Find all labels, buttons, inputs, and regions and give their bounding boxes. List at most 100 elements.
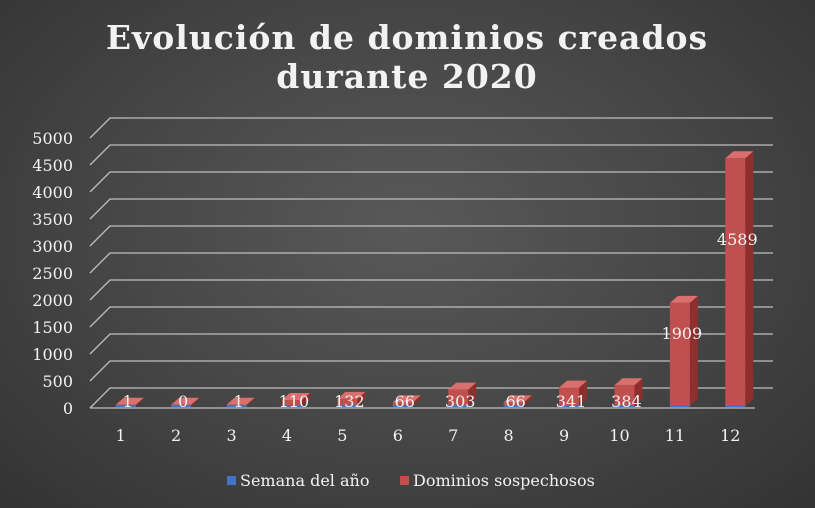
x-tick-label: 12 [720, 426, 740, 445]
bar-7 [448, 382, 477, 406]
bar-top [448, 382, 477, 390]
gridline [89, 252, 773, 274]
bar-front [614, 385, 635, 406]
bar-9 [559, 380, 588, 406]
x-tick-label: 11 [665, 426, 685, 445]
bar-6 [392, 395, 421, 406]
bar-semana-7 [448, 405, 469, 407]
bar-front [503, 402, 524, 406]
bar-top [614, 378, 643, 386]
gridline [89, 117, 773, 139]
bar-top [669, 295, 698, 303]
bar-8 [503, 395, 532, 406]
bar-top [392, 395, 421, 403]
y-tick-label: 500 [42, 372, 73, 391]
bar-semana-2 [171, 405, 192, 407]
bar-12 [725, 151, 754, 406]
legend-swatch-semana [227, 476, 236, 485]
bar-top [725, 151, 754, 159]
bar-top [115, 397, 144, 405]
data-label: 1 [123, 392, 133, 411]
bar-front [392, 402, 413, 406]
bar-side [357, 391, 366, 406]
y-tick-label: 2500 [32, 264, 73, 283]
bar-top [171, 397, 200, 405]
bar-side [301, 393, 310, 406]
bar-semana-9 [559, 405, 580, 407]
x-tick-label: 6 [393, 426, 403, 445]
data-label: 384 [611, 392, 642, 411]
bar-side [634, 378, 643, 406]
gridline [89, 198, 773, 220]
data-labels: 1 0 1 110 132 66 303 66 341 384 1909 4589 [123, 230, 758, 411]
bar-side [523, 395, 532, 406]
y-tick-label: 3000 [32, 237, 73, 256]
bar-front [448, 389, 469, 406]
data-label: 132 [334, 392, 365, 411]
y-tick-label: 5000 [32, 129, 73, 148]
bar-front [337, 398, 358, 406]
y-tick-label: 1000 [32, 345, 73, 364]
bar-semana-1 [115, 405, 136, 407]
y-tick-label: 0 [63, 399, 73, 418]
y-tick-label: 2000 [32, 291, 73, 310]
bar-side [135, 397, 144, 406]
bar-side [412, 395, 421, 406]
bar-top [559, 380, 588, 388]
bar-top [281, 393, 310, 401]
bar-semana-3 [226, 405, 247, 407]
bar-top [503, 395, 532, 403]
bar-side [689, 295, 698, 406]
x-tick-label: 2 [171, 426, 181, 445]
x-tick-label: 10 [609, 426, 629, 445]
bar-semana-5 [337, 405, 358, 407]
gridline [89, 225, 773, 247]
bar-side [468, 382, 477, 406]
bar-side [191, 397, 200, 406]
bar-side [246, 397, 255, 406]
gridline [89, 360, 773, 382]
x-tick-label: 8 [504, 426, 514, 445]
chart-title-line-1: Evolución de dominios creados [106, 18, 708, 57]
x-tick-label: 5 [337, 426, 347, 445]
data-label: 66 [395, 392, 415, 411]
bar-semana-12 [725, 405, 746, 407]
x-tick-label: 9 [559, 426, 569, 445]
chart-title-line-2: durante 2020 [276, 57, 537, 96]
data-label: 110 [279, 392, 310, 411]
bar-semana-8 [503, 405, 524, 407]
bar-front [281, 400, 302, 406]
data-label: 0 [178, 392, 188, 411]
y-tick-label: 4000 [32, 183, 73, 202]
gridline [89, 333, 773, 355]
chart-title: Evolución de dominios creados durante 20… [106, 18, 708, 96]
gridline [89, 387, 773, 409]
legend-label-dominios: Dominios sospechosos [413, 471, 595, 490]
bar-semana-10 [614, 405, 635, 407]
data-label: 66 [505, 392, 525, 411]
bar-11 [669, 295, 698, 406]
x-tick-label: 1 [116, 426, 126, 445]
bar-side [745, 151, 754, 406]
bars [115, 151, 754, 407]
x-axis-ticks: 1 2 3 4 5 6 7 8 9 10 11 12 [116, 426, 741, 445]
y-tick-label: 1500 [32, 318, 73, 337]
data-label: 303 [445, 392, 476, 411]
gridline [89, 279, 773, 301]
y-tick-label: 3500 [32, 210, 73, 229]
x-tick-label: 7 [448, 426, 458, 445]
gridline [89, 171, 773, 193]
y-tick-label: 4500 [32, 156, 73, 175]
legend-swatch-dominios [400, 476, 409, 485]
legend-label-semana: Semana del año [240, 471, 369, 490]
x-tick-label: 4 [282, 426, 292, 445]
data-label: 1909 [662, 324, 703, 343]
bar-semana-11 [669, 405, 690, 407]
bar-side [579, 380, 588, 406]
bar-front [725, 158, 746, 406]
data-label: 1 [233, 392, 243, 411]
gridline [89, 306, 773, 328]
bar-top [337, 391, 366, 399]
legend: Semana del año Dominios sospechosos [227, 471, 595, 490]
